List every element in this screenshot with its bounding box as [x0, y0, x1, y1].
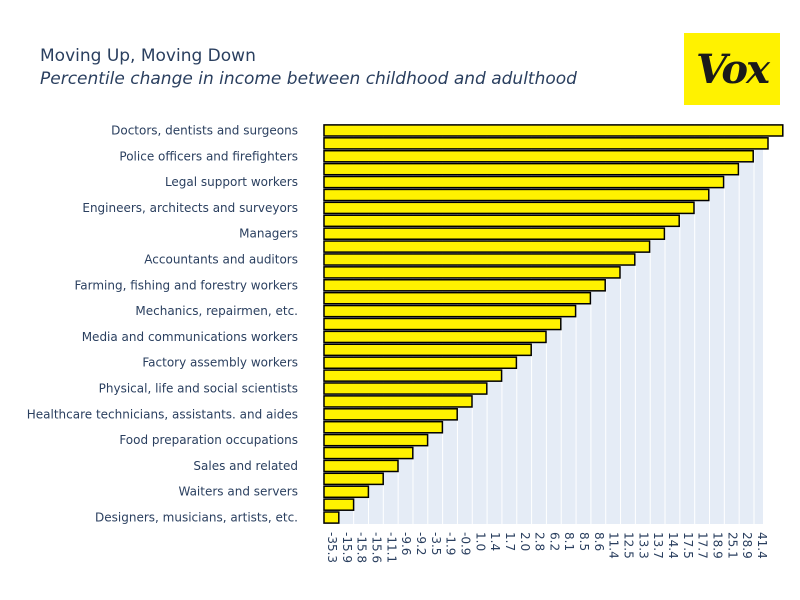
x-tick-label: 12.5: [622, 532, 636, 559]
bar: [323, 459, 399, 473]
bar: [323, 472, 384, 486]
bar: [323, 330, 547, 344]
bar: [323, 343, 532, 357]
y-tick-label: Physical, life and social scientists: [99, 382, 298, 396]
y-tick-labels: Doctors, dentists and surgeons Police off…: [27, 123, 298, 524]
x-tick-label: 25.1: [725, 532, 739, 559]
x-tick-label: -0.9: [458, 532, 472, 555]
x-tick-label: 17.5: [681, 532, 695, 559]
bar: [323, 201, 695, 215]
bar: [323, 124, 784, 137]
bar: [323, 317, 562, 331]
bar: [323, 420, 444, 434]
chart-title: Moving Up, Moving Down: [40, 46, 256, 66]
y-tick-label: Managers: [239, 227, 298, 241]
bar: [323, 278, 606, 292]
bar: [323, 188, 710, 202]
x-tick-label: 18.9: [711, 532, 725, 559]
x-tick-label: -35.3: [325, 532, 339, 563]
y-tick-label: Waiters and servers: [178, 485, 298, 499]
bar: [323, 433, 429, 447]
x-tick-label: 13.3: [636, 532, 650, 559]
bar: [323, 382, 488, 395]
vox-logo-text: Vox: [696, 45, 770, 93]
bar: [323, 214, 680, 228]
bar: [323, 498, 355, 511]
bar: [323, 369, 503, 382]
x-tick-label: 14.4: [666, 532, 680, 559]
y-tick-label: Accountants and auditors: [144, 252, 298, 266]
bar: [323, 395, 473, 408]
bar: [323, 408, 458, 421]
y-tick-label: Food preparation occupations: [119, 433, 298, 447]
bar: [323, 356, 518, 370]
y-tick-label: Healthcare technicians, assistants. and …: [27, 407, 298, 421]
x-tick-label: -1.9: [444, 532, 458, 555]
bar: [323, 137, 769, 150]
y-tick-label: Mechanics, repairmen, etc.: [135, 304, 298, 318]
bar: [323, 266, 621, 279]
y-tick-label: Engineers, architects and surveyors: [82, 201, 298, 215]
x-tick-label: 1.7: [503, 532, 517, 551]
bar: [323, 227, 666, 240]
y-tick-label: Farming, fishing and forestry workers: [74, 278, 298, 292]
x-tick-label: 8.1: [562, 532, 576, 551]
x-tick-label: 2.0: [518, 532, 532, 551]
vox-logo: Vox: [684, 33, 780, 105]
x-tick-label: 6.2: [547, 532, 561, 551]
x-tick-label: -9.6: [399, 532, 413, 555]
x-tick-label: 2.8: [533, 532, 547, 551]
x-tick-label: 28.9: [740, 532, 754, 559]
x-tick-label: 1.0: [473, 532, 487, 551]
x-tick-label: 17.7: [696, 532, 710, 559]
y-tick-label: Sales and related: [193, 459, 298, 473]
bar: [323, 253, 636, 266]
y-tick-label: Media and communications workers: [82, 330, 298, 344]
x-tick-label: 1.4: [488, 532, 502, 551]
bar: [323, 304, 577, 318]
bar: [323, 240, 651, 253]
x-tick-label: -3.5: [429, 532, 443, 555]
x-tick-label: -9.2: [414, 532, 428, 555]
bar: [323, 511, 340, 524]
x-tick-labels: -35.3 -15.9 -15.8 -15.6 -11.1 -9.6 -9.2 -3.5 -1.…: [325, 532, 769, 563]
bar: [323, 485, 370, 499]
x-tick-label: 8.6: [592, 532, 606, 551]
bar: [323, 446, 414, 460]
x-tick-label: 41.4: [755, 532, 769, 559]
x-tick-label: -15.9: [340, 532, 354, 563]
bars: [323, 124, 784, 524]
x-tick-label: 11.4: [607, 532, 621, 559]
x-tick-label: 13.7: [651, 532, 665, 559]
x-tick-label: -15.6: [369, 532, 383, 563]
y-tick-label: Legal support workers: [165, 175, 298, 189]
y-tick-label: Designers, musicians, artists, etc.: [95, 511, 298, 525]
bar: [323, 149, 754, 163]
y-tick-label: Police officers and firefighters: [119, 149, 298, 163]
x-tick-label: -11.1: [384, 532, 398, 563]
y-tick-label: Doctors, dentists and surgeons: [111, 123, 298, 137]
x-tick-label: -15.8: [355, 532, 369, 563]
chart-subtitle: Percentile change in income between chil…: [40, 69, 577, 89]
bar: [323, 162, 740, 176]
bar: [323, 175, 725, 189]
x-tick-label: 8.5: [577, 532, 591, 551]
y-tick-label: Factory assembly workers: [142, 356, 298, 370]
bar: [323, 291, 592, 305]
